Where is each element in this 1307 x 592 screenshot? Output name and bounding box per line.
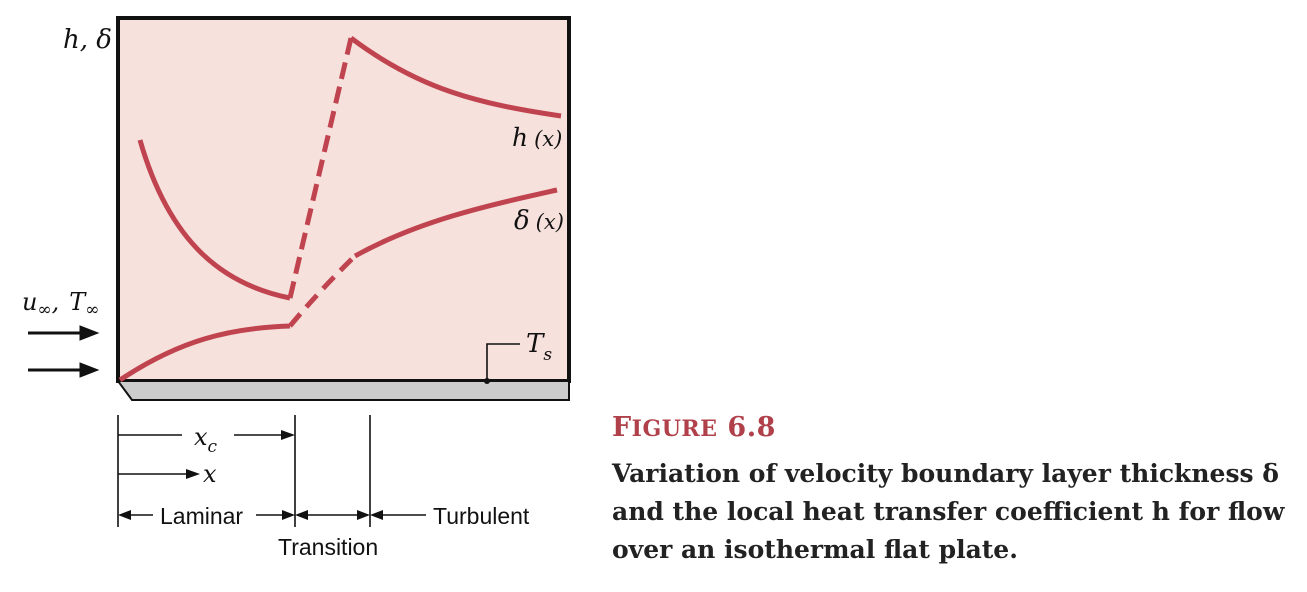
inflow-arrowhead-upper [79, 325, 100, 341]
xc-label: xc [194, 423, 218, 457]
inflow-arrows [28, 325, 100, 378]
inflow-arrowhead-lower [79, 362, 100, 378]
surface-temperature-label: Ts [526, 329, 552, 365]
laminar-arrowhead-left [118, 510, 131, 520]
y-axis-label: h, δ [63, 25, 112, 55]
flat-plate [116, 380, 570, 401]
transition-arrowhead-left [295, 510, 308, 520]
laminar-arrowhead-right [282, 510, 295, 520]
ts-leader-line [486, 343, 520, 381]
h-curve-transition [287, 37, 354, 299]
laminar-label: Laminar [160, 503, 243, 529]
delta-curve-turbulent [353, 187, 558, 259]
delta-curve-laminar [118, 323, 291, 383]
h-curve-turbulent [349, 36, 562, 119]
h-curve-laminar [137, 139, 291, 301]
transition-label: Transition [278, 534, 378, 560]
delta-curve-label: δ (x) [514, 206, 564, 236]
transition-arrowhead-right [357, 510, 370, 520]
h-curve-label: h (x) [512, 123, 562, 152]
x-direction-label: x [203, 460, 217, 488]
figure-number-label: FIGURE 6.8 [612, 412, 776, 443]
inflow-label: u∞, T∞ [22, 288, 99, 320]
delta-curve-transition [288, 254, 357, 328]
x-direction-arrowhead [186, 469, 200, 479]
turbulent-label: Turbulent [433, 503, 530, 529]
region-dimension-row [118, 510, 426, 520]
figure-caption: FIGURE 6.8 Variation of velocity boundar… [612, 408, 1302, 569]
turbulent-arrowhead-left [370, 510, 383, 520]
ts-leader-dot [484, 378, 490, 384]
xc-arrowhead [281, 430, 295, 440]
caption-text: Variation of velocity boundary layer thi… [612, 459, 1285, 564]
